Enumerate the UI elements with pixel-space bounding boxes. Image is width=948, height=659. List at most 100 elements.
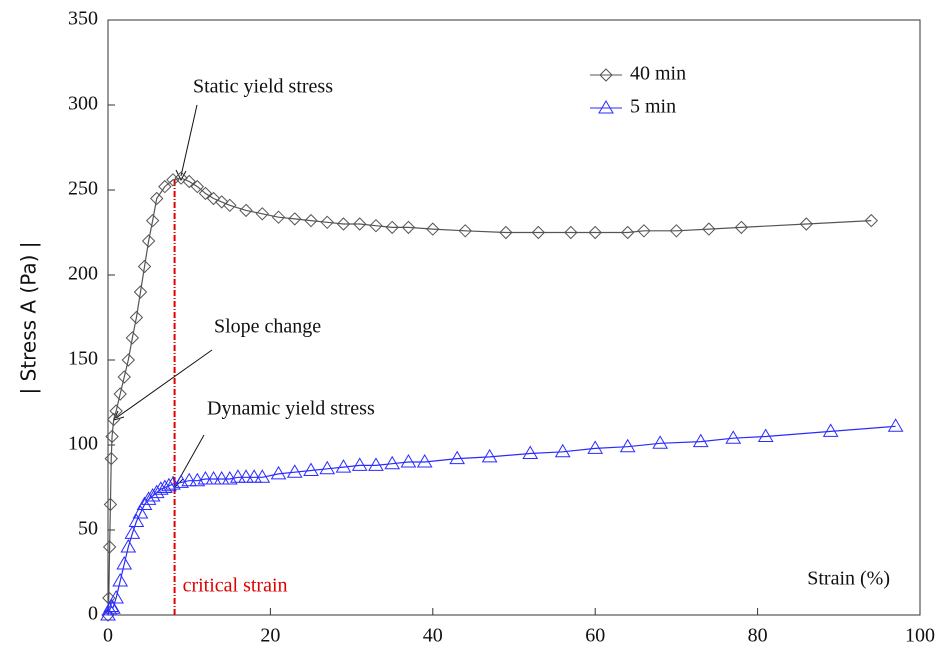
data-point [385,220,399,235]
data-point [637,224,651,238]
data-point [106,412,121,427]
data-point [822,423,839,437]
y-tick-label: 100 [68,433,98,455]
data-point [112,573,129,587]
data-point [145,213,160,228]
x-tick-label: 80 [748,625,768,647]
data-point [103,497,118,512]
x-tick-label: 40 [423,625,443,647]
data-point [198,186,213,201]
data-point [619,438,636,453]
data-point [113,387,127,401]
y-tick-label: 250 [68,178,98,200]
data-point [288,212,302,226]
data-point [416,454,433,468]
y-tick-label: 50 [78,518,98,540]
legend-label: 5 min [630,96,676,118]
data-point [254,469,271,483]
data-point [319,460,336,475]
data-point [166,173,180,187]
data-point [692,433,709,448]
data-point [116,556,133,570]
y-tick-label: 350 [68,8,98,30]
data-point [223,198,237,213]
data-point [182,174,196,189]
data-point [105,429,119,444]
data-point [652,435,669,449]
data-point [270,465,287,480]
series-line [107,177,872,616]
annotation: Slope change [214,316,321,338]
data-point [564,225,578,240]
data-point [104,451,118,466]
data-point [320,215,334,230]
data-point [554,443,571,458]
data-point [239,203,253,218]
y-tick-label: 0 [88,603,98,625]
data-point [152,481,169,495]
data-point [125,331,140,345]
data-point [351,457,368,471]
y-tick-label: 200 [68,263,98,285]
data-point [214,195,229,209]
data-point [400,454,417,468]
data-point [499,225,513,240]
critical-strain-label: critical strain [183,575,288,597]
x-axis-label: Strain (%) [807,568,890,590]
data-point [148,484,165,499]
data-point [141,234,156,248]
data-point [369,218,383,233]
data-point [206,191,221,206]
data-point [103,598,120,612]
data-point [588,225,602,240]
y-tick-label: 300 [68,93,98,115]
data-point [181,472,198,487]
data-point [205,471,222,485]
data-point [384,455,401,470]
data-point [757,428,774,442]
data-point [238,469,254,483]
data-point [124,525,141,539]
data-point [137,259,152,274]
data-point [271,210,286,224]
data-point [303,462,319,476]
data-point [255,207,269,221]
data-point [799,217,814,231]
data-point [128,513,145,527]
data-point [481,448,498,463]
data-point [140,491,157,505]
y-axis-label: | Stress A (Pa) | [17,241,41,394]
arrows [113,104,213,489]
data-point [132,505,149,519]
data-point [174,171,188,185]
annotation: Dynamic yield stress [207,398,375,420]
data-point [129,310,144,325]
data-point [100,607,116,621]
data-point [734,220,749,235]
legend-marker [599,68,613,82]
data-point [725,430,742,444]
annotation: Static yield stress [193,76,333,98]
data-point [864,213,878,228]
y-tick-label: 150 [68,348,98,370]
data-point [426,222,440,236]
data-point [335,459,352,473]
x-tick-label: 20 [260,625,280,647]
data-point [117,370,131,384]
legend-label: 40 min [630,63,686,85]
x-tick-label: 60 [585,625,605,647]
data-point [120,539,137,553]
data-point [213,471,230,485]
data-point [109,404,123,418]
data-point [156,479,173,493]
data-point [336,217,351,231]
data-point [587,440,604,454]
data-point [133,285,148,299]
data-point [449,450,466,465]
x-tick-label: 100 [905,625,935,647]
legend-marker [598,100,614,114]
data-point [531,225,546,240]
data-point [190,179,205,194]
plot-frame [107,19,921,616]
